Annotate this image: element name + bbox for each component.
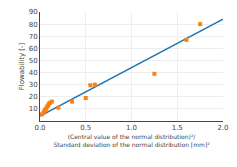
svg-text:0.5: 0.5 — [80, 124, 91, 132]
svg-text:70: 70 — [29, 33, 38, 41]
svg-text:80: 80 — [29, 21, 38, 29]
svg-text:10: 10 — [29, 105, 38, 113]
svg-text:(Central value of the normal d: (Central value of the normal distributio… — [53, 133, 210, 148]
svg-text:30: 30 — [29, 81, 38, 89]
svg-text:40: 40 — [29, 69, 38, 77]
svg-text:0.0: 0.0 — [34, 124, 45, 132]
svg-text:20: 20 — [29, 93, 38, 101]
svg-text:50: 50 — [29, 57, 38, 65]
svg-text:1.5: 1.5 — [172, 124, 183, 132]
svg-text:60: 60 — [29, 45, 38, 53]
svg-text:Flowability [-]: Flowability [-] — [18, 42, 26, 90]
svg-text:1.0: 1.0 — [126, 124, 137, 132]
svg-text:2.0: 2.0 — [217, 124, 228, 132]
svg-text:90: 90 — [29, 8, 38, 16]
